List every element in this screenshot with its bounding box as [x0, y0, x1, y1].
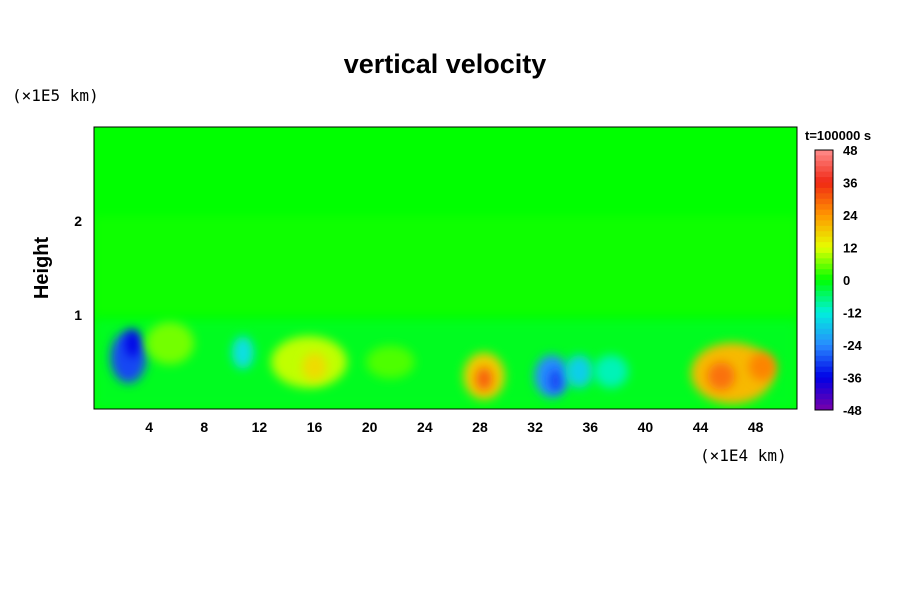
colorbar-swatch [815, 160, 833, 167]
colorbar-swatch [815, 377, 833, 384]
colorbar-swatch [815, 187, 833, 194]
heatmap-cell [231, 336, 254, 370]
colorbar-swatch [815, 247, 833, 254]
colorbar-swatch [815, 225, 833, 232]
colorbar-swatch [815, 399, 833, 406]
x-tick-label: 36 [582, 419, 598, 435]
colorbar-swatch [815, 280, 833, 286]
colorbar-tick-label: 36 [843, 176, 857, 191]
x-tick-label: 44 [693, 419, 709, 435]
colorbar-tick-label: -48 [843, 403, 862, 418]
colorbar-swatch [815, 269, 833, 276]
colorbar-swatch [815, 388, 833, 395]
colorbar-swatch [815, 301, 833, 308]
x-tick-label: 28 [472, 419, 488, 435]
colorbar-swatch [815, 155, 833, 162]
heatmap-cell [125, 329, 140, 358]
colorbar-swatch [815, 317, 833, 324]
colorbar-swatch [815, 274, 833, 281]
heatmap-cell [145, 322, 194, 365]
colorbar-swatch [815, 242, 833, 248]
colorbar-swatch [815, 323, 833, 330]
heatmap-cell [565, 354, 593, 388]
x-tick-label: 16 [307, 419, 323, 435]
colorbar-swatch [815, 150, 833, 156]
colorbar-swatch [815, 382, 833, 389]
colorbar-swatch [815, 404, 833, 411]
heatmap-cell [302, 352, 327, 381]
colorbar-swatch [815, 366, 833, 373]
colorbar-swatch [815, 393, 833, 400]
heatmap-cell [366, 345, 415, 379]
x-tick-label: 12 [252, 419, 268, 435]
colorbar-swatch [815, 285, 833, 292]
heatmap-field [94, 216, 797, 409]
colorbar-swatch [815, 339, 833, 346]
colorbar-swatch [815, 307, 833, 313]
y-unit-label: (×1E5 km) [12, 86, 99, 105]
y-tick-label: 2 [74, 213, 82, 229]
colorbar-swatch [815, 290, 833, 297]
colorbar-swatch [815, 258, 833, 265]
heatmap-cell [707, 362, 735, 391]
x-tick-label: 32 [527, 419, 543, 435]
colorbar-tick-label: -12 [843, 306, 862, 321]
colorbar-swatch [815, 312, 833, 319]
colorbar-swatch [815, 220, 833, 227]
colorbar-swatch [815, 263, 833, 270]
colorbar-swatch [815, 193, 833, 200]
x-tick-label: 24 [417, 419, 433, 435]
y-tick-labels: 12 [74, 213, 82, 323]
colorbar-swatch [815, 350, 833, 357]
colorbar-tick-label: 24 [843, 208, 858, 223]
x-tick-label: 20 [362, 419, 378, 435]
colorbar-tick-label: 48 [843, 143, 857, 158]
colorbar-swatch [815, 182, 833, 189]
colorbar-swatch [815, 328, 833, 335]
colorbar-swatch [815, 177, 833, 183]
heatmap-cell [548, 369, 563, 393]
colorbar-tick-label: -24 [843, 338, 863, 353]
colorbar-swatch [815, 372, 833, 378]
colorbar-tick-label: 0 [843, 273, 850, 288]
x-tick-label: 40 [638, 419, 654, 435]
heatmap-cell [593, 354, 629, 388]
colorbar-swatch [815, 361, 833, 368]
x-tick-label: 4 [145, 419, 153, 435]
plot-frame [93, 126, 798, 410]
time-label: t=100000 s [805, 128, 871, 143]
y-axis-label: Height [31, 237, 53, 300]
colorbar-swatch [815, 334, 833, 341]
colorbar-tick-labels: 48 36 24 12 0 -12 -24 -36 -48 [843, 143, 863, 418]
y-tick-label: 1 [74, 307, 82, 323]
colorbar-swatch [815, 198, 833, 205]
colorbar-swatch [815, 204, 833, 211]
colorbar-frame [814, 149, 834, 411]
x-tick-label: 48 [748, 419, 764, 435]
heatmap-cell [748, 352, 777, 381]
colorbar-swatch [815, 166, 833, 173]
turbulent-band [94, 216, 797, 315]
colorbar-swatch [815, 231, 833, 238]
colorbar-swatch [815, 296, 833, 303]
x-tick-label: 8 [200, 419, 208, 435]
x-tick-labels: 4 8 12 16 20 24 28 32 36 40 44 48 [145, 419, 763, 435]
colorbar-swatch [815, 345, 833, 351]
colorbar-swatch [815, 236, 833, 243]
colorbar-swatch [815, 215, 833, 221]
colorbar [814, 149, 834, 411]
chart-title: vertical velocity [344, 49, 547, 79]
colorbar-swatch [815, 209, 833, 216]
heatmap-cell [475, 367, 493, 391]
colorbar-swatch [815, 171, 833, 178]
colorbar-tick-label: -36 [843, 371, 862, 386]
colorbar-swatch [815, 355, 833, 362]
colorbar-tick-label: 12 [843, 241, 857, 256]
x-unit-label: (×1E4 km) [700, 446, 787, 465]
lower-band [94, 319, 797, 409]
colorbar-swatch [815, 252, 833, 259]
